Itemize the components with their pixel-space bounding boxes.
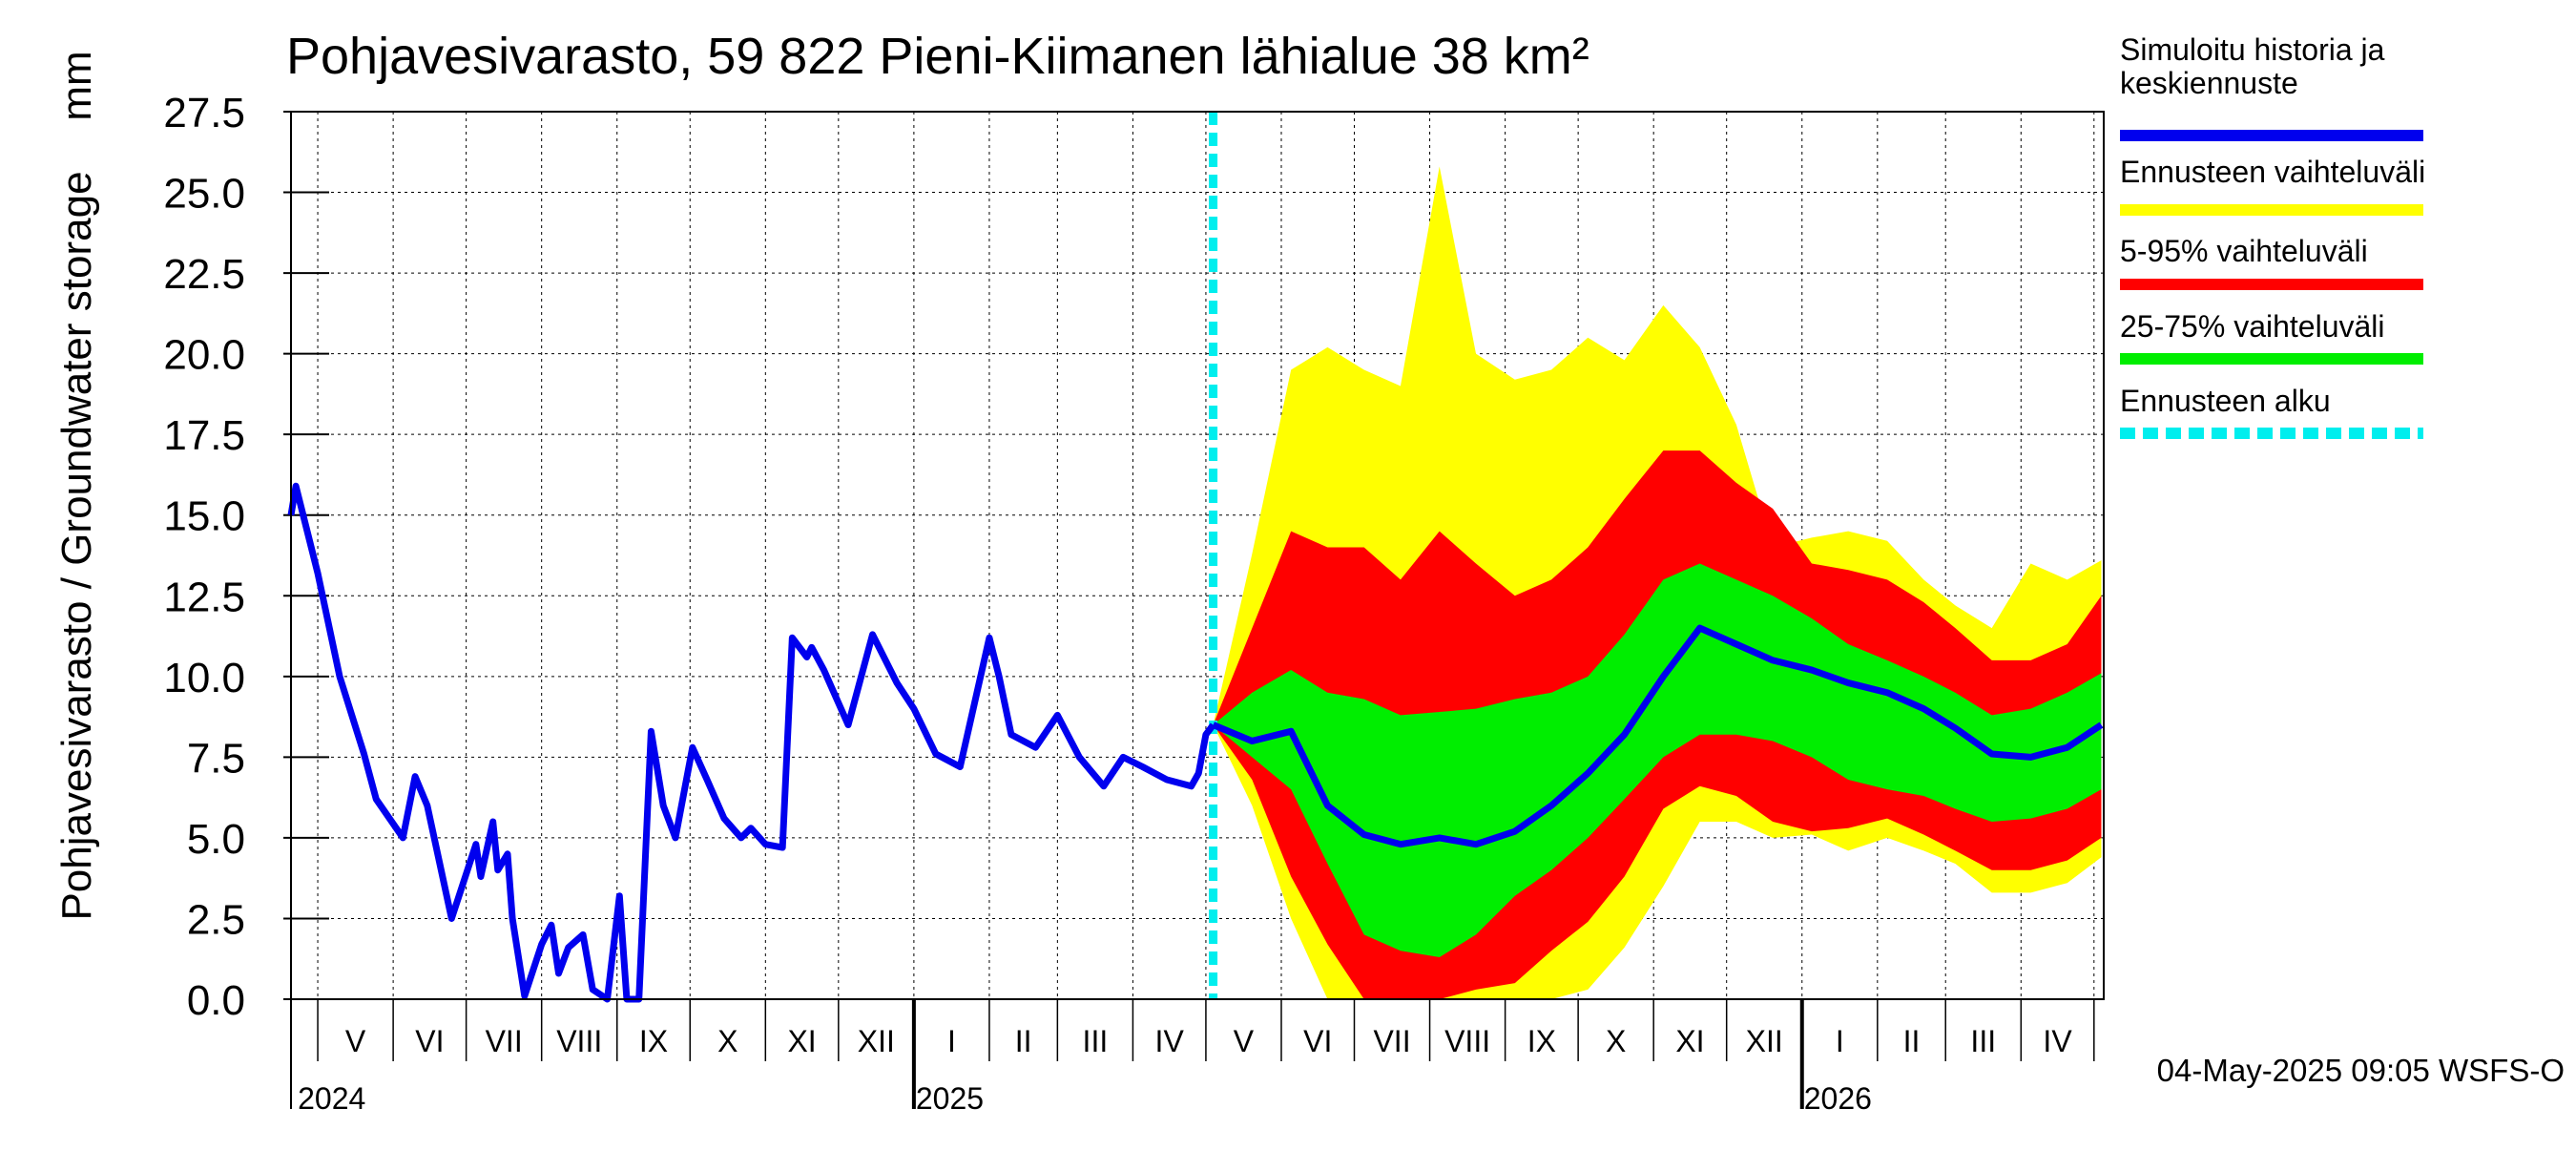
y-tick-label: 2.5 — [187, 896, 245, 943]
y-tick-label: 15.0 — [163, 493, 245, 540]
y-tick-label: 17.5 — [163, 412, 245, 459]
timestamp-footer: 04-May-2025 09:05 WSFS-O — [2156, 1053, 2565, 1088]
x-tick-label: VII — [1373, 1024, 1410, 1058]
x-tick-label: IV — [2043, 1024, 2072, 1058]
y-tick-label: 5.0 — [187, 816, 245, 863]
x-tick-label: III — [1970, 1024, 1996, 1058]
y-tick-label: 0.0 — [187, 977, 245, 1024]
x-tick-label: VII — [486, 1024, 523, 1058]
x-tick-label: XI — [1675, 1024, 1704, 1058]
legend-label: Ennusteen vaihteluväli — [2120, 155, 2425, 189]
x-tick-label: V — [1234, 1024, 1255, 1058]
y-tick-label: 12.5 — [163, 574, 245, 620]
plot-frame — [290, 111, 2105, 1000]
x-tick-label: X — [1606, 1024, 1626, 1058]
y-tick-label: 20.0 — [163, 332, 245, 379]
y-axis-label: Pohjavesivarasto / Groundwater storage — [53, 171, 100, 920]
y-tick-label: 10.0 — [163, 655, 245, 701]
legend-label: Ennusteen alku — [2120, 384, 2331, 418]
y-tick-label: 7.5 — [187, 735, 245, 782]
x-tick-label: V — [345, 1024, 366, 1058]
x-tick-label: VIII — [1444, 1024, 1490, 1058]
y-axis-unit: mm — [53, 51, 100, 120]
median-forecast-line — [1212, 624, 2104, 848]
x-tick-label: II — [1015, 1024, 1032, 1058]
x-tick-label: VI — [1303, 1024, 1332, 1058]
year-label: 2025 — [916, 1081, 984, 1116]
band-25-75 — [1213, 563, 2102, 958]
x-tick-label: IX — [639, 1024, 668, 1058]
x-tick-label: IX — [1527, 1024, 1556, 1058]
x-tick-label: II — [1903, 1024, 1921, 1058]
x-tick-label: XII — [1746, 1024, 1783, 1058]
legend-label: Simuloitu historia ja — [2120, 32, 2385, 67]
year-label: 2026 — [1804, 1081, 1872, 1116]
chart-title: Pohjavesivarasto, 59 822 Pieni-Kiimanen … — [286, 28, 1589, 85]
x-tick-label: IV — [1155, 1024, 1185, 1058]
x-tick-label: I — [947, 1024, 956, 1058]
legend-label: 5-95% vaihteluväli — [2120, 234, 2368, 268]
legend-label: keskiennuste — [2120, 66, 2298, 100]
x-tick-label: X — [717, 1024, 737, 1058]
x-tick-label: VI — [415, 1024, 444, 1058]
y-tick-label: 25.0 — [163, 171, 245, 218]
x-tick-label: I — [1836, 1024, 1844, 1058]
x-tick-label: III — [1083, 1024, 1109, 1058]
y-tick-label: 27.5 — [163, 90, 245, 136]
x-tick-label: VIII — [556, 1024, 602, 1058]
x-tick-label: XI — [787, 1024, 816, 1058]
legend-label: 25-75% vaihteluväli — [2120, 309, 2385, 344]
x-tick-label: XII — [858, 1024, 895, 1058]
y-tick-label: 22.5 — [163, 251, 245, 298]
history-line — [287, 482, 1216, 1003]
year-label: 2024 — [298, 1081, 365, 1116]
